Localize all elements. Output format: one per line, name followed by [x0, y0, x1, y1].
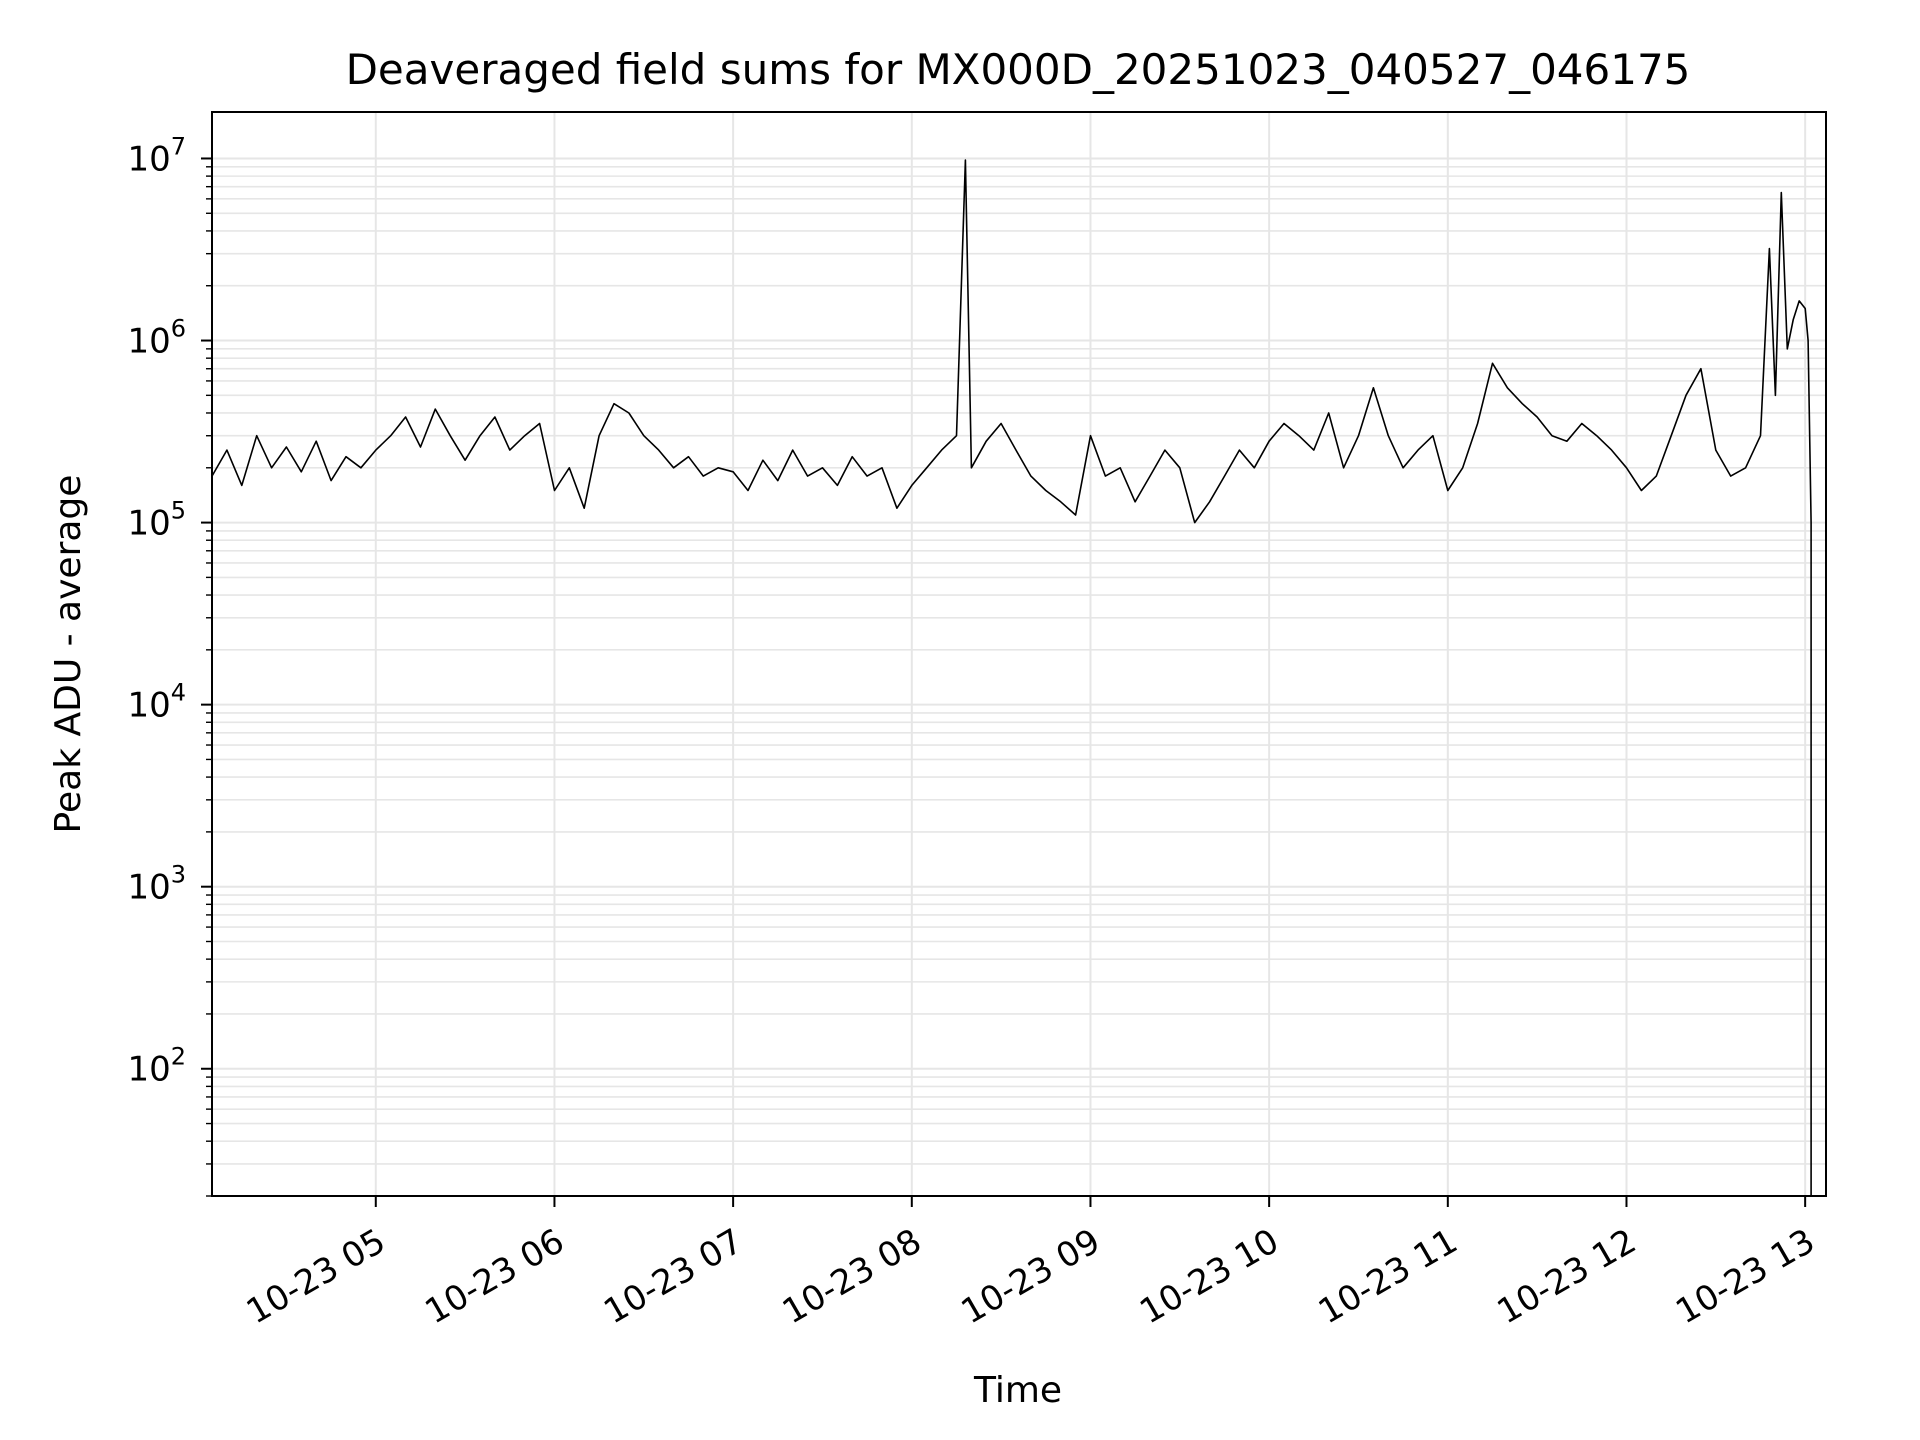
axes-frame [211, 111, 1827, 1197]
tick-marks [201, 157, 1807, 1207]
y-tick-labels: 102 103 104 105 106 107 [127, 132, 186, 1089]
y-tick-label: 105 [127, 497, 186, 544]
series-line-0 [211, 159, 1812, 1196]
y-tick-label: 104 [127, 679, 186, 726]
series-area [211, 159, 1812, 1196]
chart-title: Deaveraged field sums for MX000D_2025102… [346, 45, 1691, 94]
y-tick-label: 103 [127, 861, 186, 908]
y-tick-label: 102 [127, 1043, 186, 1090]
y-tick-label: 107 [127, 132, 186, 179]
y-tick-label: 106 [127, 315, 186, 362]
grid [212, 112, 1826, 1197]
y-axis-label: Peak ADU - average [48, 475, 89, 834]
x-axis-label: Time [973, 1370, 1062, 1411]
